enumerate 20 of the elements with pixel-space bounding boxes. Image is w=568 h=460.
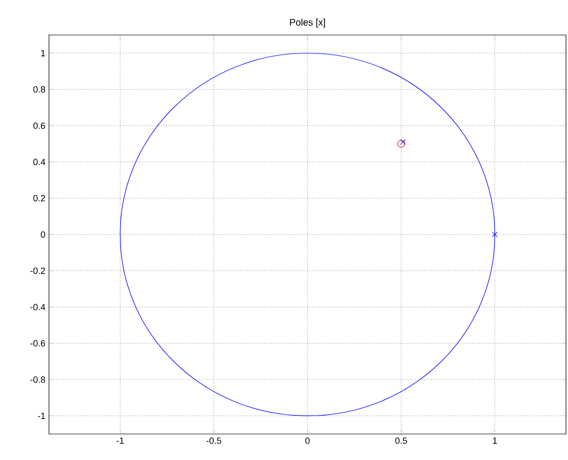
y-tick-label: 1 [41,50,46,56]
y-tick-label: -0.8 [30,376,46,383]
y-tick-label: -0.2 [30,268,46,274]
y-tick-label: -0.4 [30,304,46,310]
x-tick-label: 0.5 [395,438,408,444]
y-tick-label: 0.2 [33,195,46,202]
x-tick-label: -0.5 [206,438,222,444]
y-tick-label: 0.8 [33,86,46,93]
y-tick-label: 0.4 [33,158,46,166]
chart-title: Poles [x] [290,18,325,28]
x-tick-label: 0 [305,438,310,444]
x-tick-label: 1 [493,438,497,444]
point [397,140,405,148]
y-tick-label: 0 [40,231,46,238]
x-tick-label: -1 [116,438,124,444]
y-tick-label: -0.6 [30,340,46,346]
point [492,232,498,238]
y-tick-label: -1 [38,412,46,419]
point [400,139,406,145]
y-tick-label: 0.6 [33,122,46,129]
